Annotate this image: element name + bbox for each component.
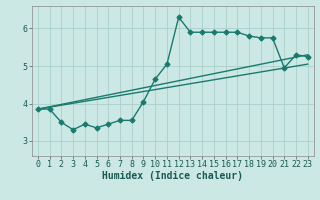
X-axis label: Humidex (Indice chaleur): Humidex (Indice chaleur) (102, 171, 243, 181)
